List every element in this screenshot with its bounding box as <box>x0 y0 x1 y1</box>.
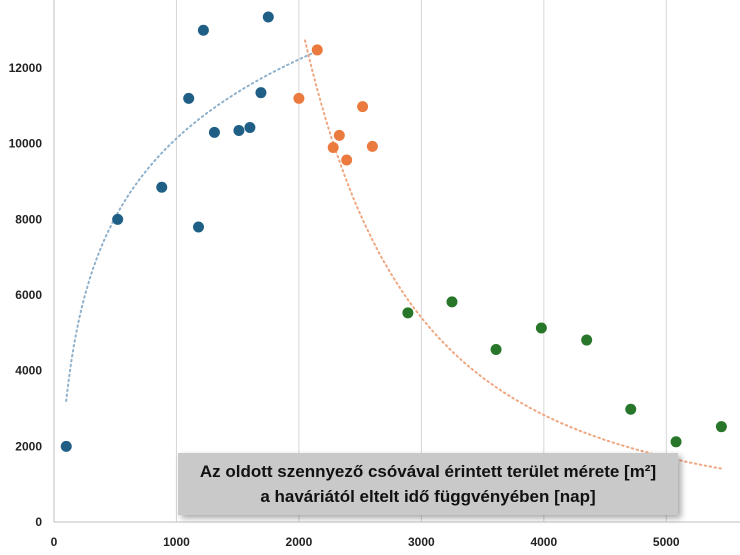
caption-line-2: a haváriától eltelt idő függvényében [na… <box>260 487 596 506</box>
trendlines <box>65 39 723 470</box>
y-tick-label-4000: 4000 <box>15 364 42 378</box>
point-s3-8 <box>715 421 727 433</box>
point-s1-3 <box>156 181 168 193</box>
point-s3-3 <box>490 344 502 356</box>
grid-lines <box>175 0 667 522</box>
point-s1-6 <box>197 24 209 36</box>
x-tick-label-3000: 3000 <box>408 535 435 549</box>
point-s2-2 <box>311 44 323 56</box>
point-s1-10 <box>255 87 267 99</box>
point-s2-7 <box>366 140 378 152</box>
point-s3-5 <box>581 334 593 346</box>
x-tick-label-0: 0 <box>51 535 58 549</box>
point-s3-4 <box>535 322 547 334</box>
point-s1-11 <box>262 11 274 23</box>
x-tick-label-5000: 5000 <box>653 535 680 549</box>
point-s1-8 <box>233 125 245 136</box>
y-tick-label-2000: 2000 <box>15 439 42 453</box>
caption-box: Az oldott szennyező csóvával érintett te… <box>178 453 678 515</box>
y-tick-label-12000: 12000 <box>9 61 43 75</box>
y-tick-label-8000: 8000 <box>15 212 42 226</box>
point-s2-3 <box>327 142 339 154</box>
point-s1-7 <box>208 126 220 138</box>
point-s1-2 <box>112 213 124 225</box>
y-tick-label-10000: 10000 <box>9 137 43 151</box>
point-s2-4 <box>333 129 345 141</box>
point-s2-6 <box>357 101 369 113</box>
point-s1-1 <box>60 440 72 452</box>
point-s3-2 <box>446 296 458 308</box>
point-s3-7 <box>670 436 682 448</box>
caption-line-1: Az oldott szennyező csóvával érintett te… <box>199 462 657 481</box>
x-tick-label-4000: 4000 <box>530 535 557 549</box>
point-s3-1 <box>402 307 414 319</box>
trendline-1 <box>65 47 325 402</box>
point-s1-5 <box>192 221 204 233</box>
x-tick-label-2000: 2000 <box>286 535 313 549</box>
x-tick-label-1000: 1000 <box>163 535 190 549</box>
point-s1-9 <box>244 121 256 133</box>
point-s3-6 <box>625 403 637 415</box>
y-tick-label-0: 0 <box>35 515 42 529</box>
data-points <box>60 11 727 452</box>
point-s1-4 <box>183 92 195 104</box>
point-s2-1 <box>293 92 305 104</box>
y-tick-label-6000: 6000 <box>15 288 42 302</box>
axes: 0 2000 4000 6000 8000 10000 12000 0 1000 2000 3000… <box>9 0 740 549</box>
point-s2-5 <box>341 154 353 166</box>
